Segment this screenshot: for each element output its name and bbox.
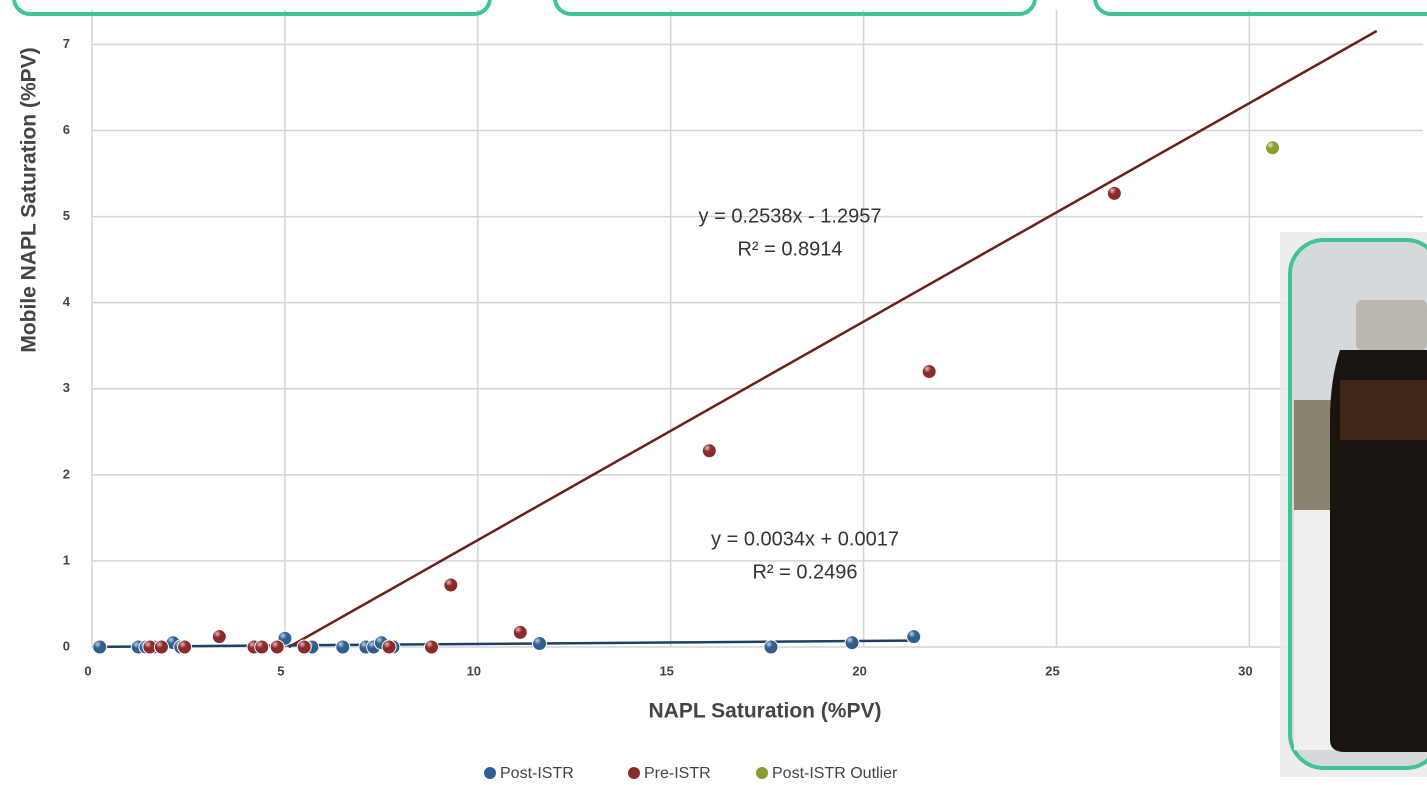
y-axis-label: Mobile NAPL Saturation (%PV) <box>18 47 41 352</box>
point-shine <box>270 640 285 654</box>
point-shine <box>177 640 192 654</box>
y-tick-label: 0 <box>63 638 70 653</box>
point-shine <box>513 625 528 640</box>
point-shine <box>443 578 458 593</box>
legend-label: Pre-ISTR <box>644 765 711 782</box>
x-tick-label: 30 <box>1238 663 1252 678</box>
point-shine <box>1265 140 1280 155</box>
overlay-box[interactable] <box>12 0 492 16</box>
y-tick-label: 1 <box>63 552 70 567</box>
legend-label: Post-ISTR <box>500 765 574 782</box>
point-shine <box>142 640 157 654</box>
y-tick-label: 3 <box>63 380 70 395</box>
point-shine <box>92 640 107 654</box>
x-tick-label: 10 <box>467 663 481 678</box>
point-shine <box>906 629 921 644</box>
point-shine <box>254 640 269 654</box>
y-tick-label: 5 <box>63 208 70 223</box>
legend-marker <box>628 767 640 779</box>
trendline-r2: R² = 0.8914 <box>737 238 842 260</box>
point-shine <box>382 640 397 654</box>
x-tick-label: 20 <box>852 663 866 678</box>
legend-marker <box>756 767 768 779</box>
y-tick-label: 6 <box>63 122 70 137</box>
point-shine <box>532 636 547 651</box>
point-shine <box>764 640 779 654</box>
point-shine <box>922 364 937 379</box>
point-shine <box>1107 186 1122 201</box>
trendline <box>288 29 1378 649</box>
legend-marker <box>484 767 496 779</box>
trendline-equation: y = 0.0034x + 0.0017 <box>711 528 899 550</box>
point-shine <box>297 640 312 654</box>
x-tick-label: 5 <box>277 663 284 678</box>
trendline <box>91 639 914 649</box>
point-shine <box>424 640 439 654</box>
overlay-box[interactable] <box>1093 0 1427 16</box>
x-tick-label: 25 <box>1045 663 1059 678</box>
point-shine <box>702 443 717 458</box>
x-tick-label: 15 <box>659 663 673 678</box>
x-tick-label: 0 <box>84 663 91 678</box>
point-shine <box>212 629 227 644</box>
point-shine <box>845 635 860 650</box>
legend-label: Post-ISTR Outlier <box>772 765 898 782</box>
trendline-r2: R² = 0.2496 <box>752 561 857 583</box>
x-axis-label: NAPL Saturation (%PV) <box>649 700 882 723</box>
y-tick-label: 7 <box>63 36 70 51</box>
point-shine <box>154 640 169 654</box>
trendline-equation: y = 0.2538x - 1.2957 <box>699 205 882 227</box>
y-tick-label: 4 <box>63 294 71 309</box>
photo-inset[interactable] <box>1280 232 1427 777</box>
point-shine <box>335 640 350 654</box>
overlay-box[interactable] <box>553 0 1037 16</box>
y-tick-label: 2 <box>63 466 70 481</box>
plot-area: 0 1 2 3 4 5 6 7 0 5 10 15 20 25 30 y = 0.2538x - 1.2957… <box>63 10 1423 678</box>
